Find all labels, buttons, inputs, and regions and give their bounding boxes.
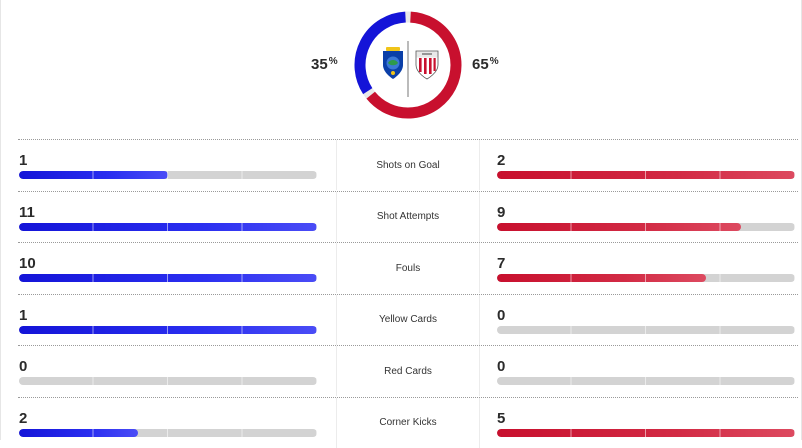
bar-segment-ticks — [497, 274, 795, 282]
possession-donut — [352, 9, 464, 121]
home-stat-value: 2 — [19, 410, 27, 427]
away-stat-bar — [497, 377, 795, 385]
home-stat-value: 11 — [19, 204, 35, 221]
home-possession-percent: 35% — [311, 56, 338, 73]
bar-segment-ticks — [497, 171, 795, 179]
bar-segment-ticks — [19, 326, 317, 334]
away-stat-bar — [497, 171, 795, 179]
away-stat-value: 2 — [497, 152, 505, 169]
home-stat-bar — [19, 171, 317, 179]
away-stat-value: 9 — [497, 204, 505, 221]
bar-segment-ticks — [497, 223, 795, 231]
stat-label: Shot Attempts — [336, 192, 480, 242]
stat-row: 1 Yellow Cards 0 — [18, 294, 798, 346]
home-stat-value: 1 — [19, 152, 27, 169]
athletic-bilbao-crest-icon — [416, 51, 438, 79]
away-stat-bar — [497, 326, 795, 334]
home-stat-value: 10 — [19, 255, 36, 272]
home-stat-bar — [19, 429, 317, 437]
stat-row: 0 Red Cards 0 — [18, 345, 798, 397]
away-stat-bar — [497, 274, 795, 282]
percent-sign: % — [329, 56, 338, 67]
stat-row: 11 Shot Attempts 9 — [18, 191, 798, 243]
stat-row: 2 Corner Kicks 5 — [18, 397, 798, 448]
bar-segment-ticks — [497, 429, 795, 437]
away-possession-percent: 65% — [472, 56, 499, 73]
bar-segment-ticks — [19, 377, 317, 385]
stat-label: Red Cards — [336, 346, 480, 396]
home-stat-bar — [19, 326, 317, 334]
stat-row: 10 Fouls 7 — [18, 242, 798, 294]
stat-label: Shots on Goal — [336, 140, 480, 190]
percent-sign: % — [490, 56, 499, 67]
stat-label: Yellow Cards — [336, 295, 480, 345]
home-stat-bar — [19, 377, 317, 385]
away-possession-value: 65 — [472, 56, 489, 73]
bar-segment-ticks — [497, 377, 795, 385]
away-stat-value: 7 — [497, 255, 505, 272]
away-stat-value: 0 — [497, 307, 505, 324]
home-stat-bar — [19, 223, 317, 231]
bar-segment-ticks — [19, 223, 317, 231]
stat-row: 1 Shots on Goal 2 — [18, 139, 798, 191]
home-possession-value: 35 — [311, 56, 328, 73]
away-stat-bar — [497, 429, 795, 437]
away-stat-value: 5 — [497, 410, 505, 427]
bar-segment-ticks — [19, 171, 317, 179]
stat-label: Fouls — [336, 243, 480, 293]
bar-segment-ticks — [19, 429, 317, 437]
home-stat-bar — [19, 274, 317, 282]
possession-panel: 35% 65% — [0, 0, 802, 130]
bar-segment-ticks — [497, 326, 795, 334]
home-stat-value: 0 — [19, 358, 27, 375]
getafe-crest-icon — [383, 47, 403, 79]
away-stat-value: 0 — [497, 358, 505, 375]
stat-label: Corner Kicks — [336, 398, 480, 448]
home-stat-value: 1 — [19, 307, 27, 324]
away-stat-bar — [497, 223, 795, 231]
bar-segment-ticks — [19, 274, 317, 282]
